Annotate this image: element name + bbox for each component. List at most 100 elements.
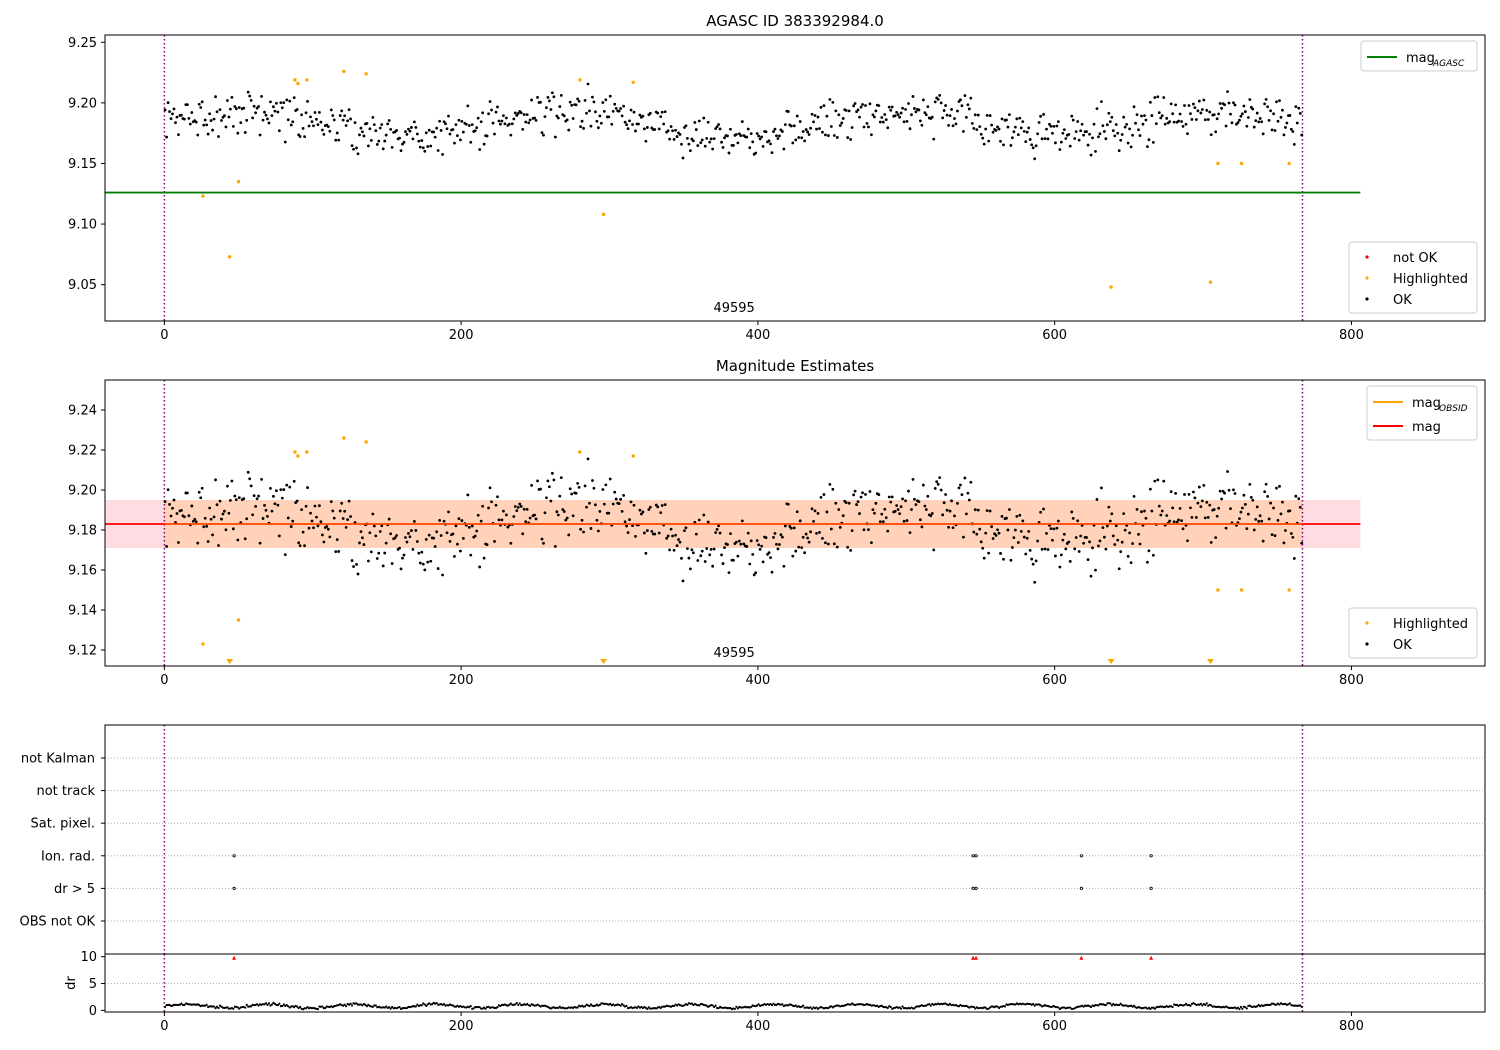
legend-point-swatch: [1365, 297, 1369, 301]
ok-point: [816, 115, 820, 119]
ok-point: [684, 124, 688, 128]
dr-point: [285, 1004, 288, 1007]
ok-point: [709, 548, 713, 551]
ok-point: [1270, 533, 1274, 536]
ok-point: [460, 119, 464, 123]
highlighted-point: [1216, 161, 1220, 166]
ok-point: [645, 529, 649, 532]
ok-point: [303, 544, 306, 548]
dr-point: [245, 1003, 248, 1007]
dr-point: [267, 1002, 271, 1005]
dr-point: [686, 1003, 689, 1006]
ok-point: [591, 95, 594, 99]
ok-point: [172, 498, 176, 502]
ok-point: [935, 480, 939, 484]
ok-point: [467, 124, 471, 127]
ok-point: [1049, 527, 1053, 531]
dr-point: [1184, 1002, 1188, 1005]
ok-point: [350, 559, 354, 562]
ok-point: [469, 140, 473, 144]
ok-point: [749, 539, 753, 543]
dr-point: [713, 1005, 716, 1009]
ok-point: [199, 106, 203, 109]
ok-point: [289, 525, 293, 528]
ok-point: [1199, 111, 1203, 115]
estimates-axes: 0 200 400 600 8009.129.149.169.189.209.229.2…: [68, 379, 1486, 688]
dr-point: [733, 1007, 737, 1011]
ok-point: [245, 517, 249, 521]
dr-point: [1153, 1007, 1156, 1010]
ok-point: [1140, 114, 1143, 118]
dr-point: [391, 1005, 394, 1009]
ok-point: [202, 525, 206, 529]
ok-point: [496, 105, 499, 109]
ok-point: [1043, 137, 1047, 141]
offscale-marker: [1206, 659, 1214, 664]
ok-point: [620, 510, 624, 513]
ok-point: [887, 105, 891, 109]
offscale-marker: [226, 659, 234, 664]
ok-point: [1267, 517, 1271, 521]
ok-point: [571, 514, 575, 518]
ok-point: [1169, 102, 1173, 106]
ok-point: [536, 479, 539, 483]
y-tick-label: 9.24: [68, 404, 97, 419]
ok-point: [1278, 99, 1281, 103]
ok-point: [598, 510, 602, 513]
ok-point: [918, 119, 922, 123]
ok-point: [375, 143, 379, 146]
legend-point-label: Highlighted: [1393, 617, 1468, 632]
dr-point: [557, 1006, 560, 1010]
dr-point: [1119, 1002, 1122, 1005]
ok-point: [1192, 490, 1195, 494]
ok-point: [795, 510, 799, 514]
ok-point: [515, 113, 519, 117]
ok-point: [1040, 137, 1044, 141]
ok-point: [947, 124, 950, 127]
y-tick-label: 9.16: [68, 564, 97, 579]
ok-point: [344, 124, 348, 127]
ok-point: [778, 134, 781, 138]
ok-point: [224, 528, 228, 532]
ok-point: [203, 118, 207, 122]
ok-point: [1186, 539, 1189, 543]
ok-point: [990, 525, 994, 529]
ok-point: [1284, 529, 1287, 532]
ok-point: [1034, 144, 1038, 148]
ok-point: [187, 117, 191, 120]
ok-point: [657, 127, 661, 131]
ok-point: [896, 508, 900, 511]
ok-point: [680, 142, 683, 146]
ok-point: [280, 106, 284, 110]
dr-point: [880, 1004, 883, 1007]
ok-point: [223, 509, 226, 513]
ok-point: [1226, 470, 1229, 473]
dr-point: [478, 1006, 481, 1009]
ok-point: [1016, 541, 1020, 544]
ok-point: [288, 99, 292, 103]
ok-point: [234, 107, 238, 111]
flag-marker: [1149, 854, 1153, 858]
ok-point: [509, 133, 513, 137]
ok-point: [234, 498, 238, 502]
ok-point: [356, 152, 360, 156]
ok-point: [190, 111, 194, 114]
ok-point: [773, 532, 777, 535]
ok-point: [274, 101, 278, 105]
ok-point: [950, 499, 953, 503]
dr-point: [361, 1004, 364, 1007]
ok-point: [628, 119, 631, 123]
ok-point: [1224, 124, 1228, 128]
ok-point: [478, 148, 482, 151]
ok-point: [497, 119, 501, 123]
ok-point: [601, 488, 605, 491]
ok-point: [1162, 96, 1166, 99]
dr-point: [1171, 1005, 1174, 1009]
ok-point: [629, 108, 633, 112]
ok-point: [883, 113, 887, 116]
ok-point: [300, 113, 304, 117]
ok-point: [828, 98, 832, 101]
ok-point: [1157, 111, 1161, 115]
dr-point: [1278, 1003, 1281, 1006]
ok-point: [1037, 121, 1041, 124]
